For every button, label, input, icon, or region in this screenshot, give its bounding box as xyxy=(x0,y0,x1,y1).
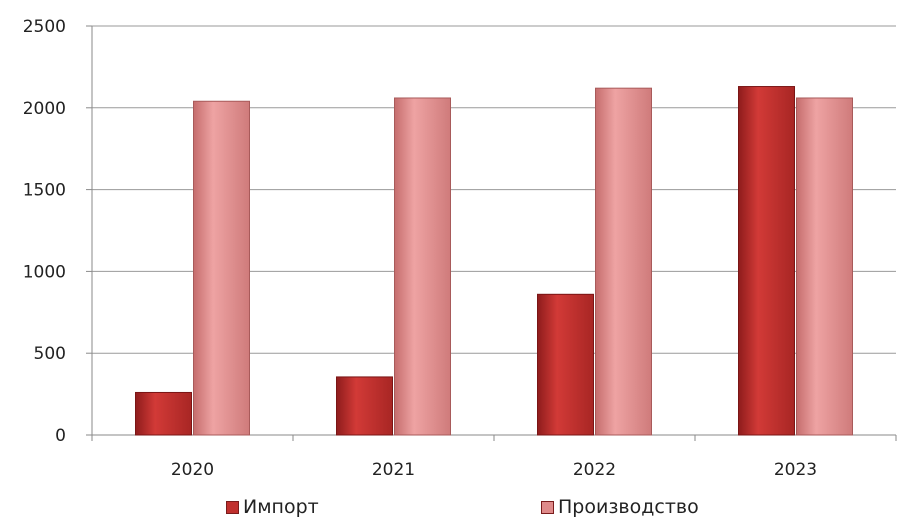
bar-chart: 0 500 1000 1500 2000 2500 2020 2021 2022 2023 xyxy=(23,17,897,480)
x-tick-label: 2021 xyxy=(372,460,415,480)
legend-swatch-production xyxy=(541,500,554,514)
bar-production-2023 xyxy=(796,97,853,436)
y-tick-label: 2500 xyxy=(23,17,66,37)
y-tick-label: 1000 xyxy=(23,262,66,282)
bar-import-2020 xyxy=(135,391,192,436)
legend-item-import: Импорт xyxy=(226,496,319,518)
y-tick-label: 2000 xyxy=(23,99,66,119)
legend-label-import: Импорт xyxy=(243,496,319,518)
legend: Импорт Производство xyxy=(0,496,900,526)
tick-labels: 0 500 1000 1500 2000 2500 2020 2021 2022 2023 xyxy=(23,17,817,480)
legend-label-production: Производство xyxy=(558,496,699,518)
bar-production-2022 xyxy=(595,87,652,436)
legend-swatch-import xyxy=(226,500,239,514)
x-tick-label: 2020 xyxy=(171,460,214,480)
y-tick-label: 1500 xyxy=(23,181,66,201)
x-tick-label: 2022 xyxy=(573,460,616,480)
bar-import-2023 xyxy=(738,86,795,436)
legend-item-production: Производство xyxy=(541,496,699,518)
y-tick-label: 500 xyxy=(34,344,66,364)
x-tick-label: 2023 xyxy=(774,460,817,480)
bar-production-2021 xyxy=(394,97,451,436)
bar-import-2021 xyxy=(336,376,393,436)
y-tick-label: 0 xyxy=(55,426,66,446)
bars xyxy=(135,86,853,436)
bar-production-2020 xyxy=(193,100,250,436)
bar-import-2022 xyxy=(537,293,594,436)
